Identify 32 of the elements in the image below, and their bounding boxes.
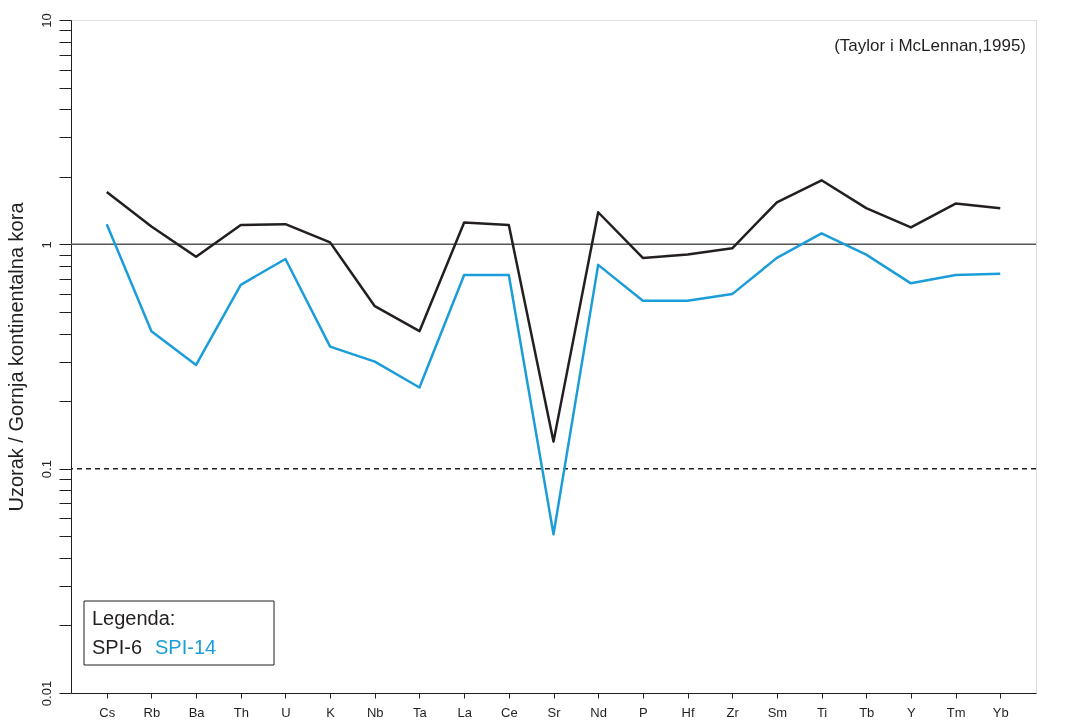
x-tick-label: Yb	[992, 704, 1009, 720]
y-tick-label: 0.1	[38, 460, 54, 479]
x-tick-label: Nd	[590, 704, 607, 720]
line-series	[105, 222, 1002, 536]
x-tick-label: Tm	[946, 704, 966, 720]
text: SPI-6	[92, 636, 143, 658]
x-tick-label: Cs	[99, 704, 116, 720]
y-tick-label: 0.01	[38, 680, 54, 707]
x-tick-label: Sr	[547, 704, 562, 720]
x-tick-label: Y	[907, 704, 917, 720]
x-tick-label: Sm	[767, 704, 788, 720]
x-tick-label: Ti	[816, 704, 828, 720]
y-axis-title: Uzorak / Gornja kontinentalna kora	[4, 201, 27, 512]
legend-title: Legenda:	[92, 607, 176, 629]
line-series	[105, 179, 1002, 443]
x-tick-label: Nb	[366, 704, 384, 720]
x-tick-label: Zr	[726, 704, 740, 720]
x-tick-label: U	[281, 704, 291, 720]
text: SPI-14	[155, 636, 217, 658]
x-tick-label: Tb	[859, 704, 875, 720]
x-tick-label: K	[326, 704, 336, 720]
annotation: (Taylor i McLennan,1995)	[834, 36, 1026, 55]
y-tick-label: 10	[38, 13, 54, 28]
x-tick-label: Rb	[143, 704, 161, 720]
y-tick-label: 1	[38, 241, 54, 249]
x-tick-label: Ce	[501, 704, 518, 720]
x-tick-label: Hf	[681, 704, 695, 720]
x-tick-label: P	[639, 704, 648, 720]
x-tick-label: La	[457, 704, 473, 720]
x-tick-label: Ba	[188, 704, 206, 720]
x-tick-label: Th	[233, 704, 249, 720]
x-tick-label: Ta	[413, 704, 428, 720]
